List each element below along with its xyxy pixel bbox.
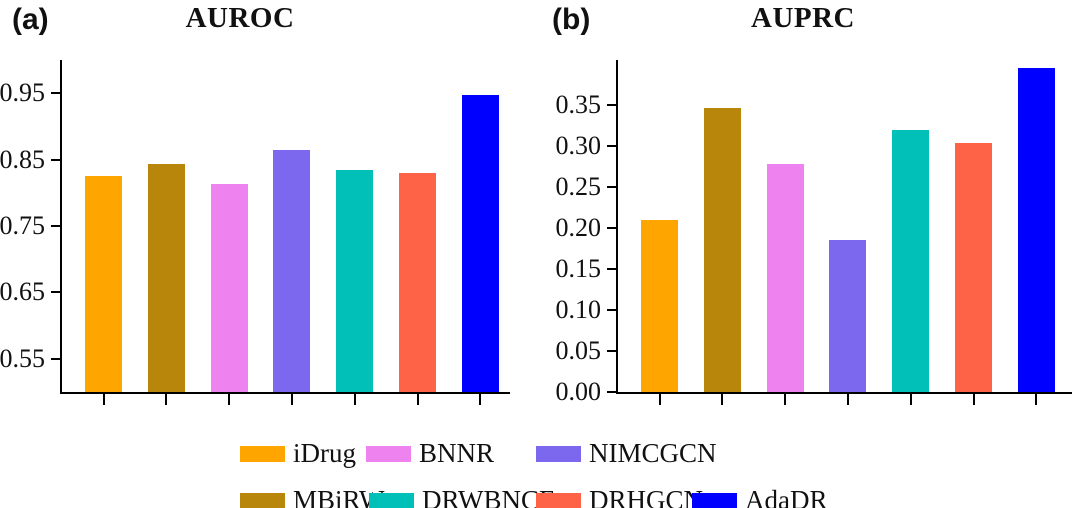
bar-bnnr-auprc xyxy=(766,164,804,392)
legend-label-idrug: iDrug xyxy=(293,438,356,468)
legend-item-drwbncf: DRWBNCF xyxy=(369,487,554,508)
panel-b-label: (b) xyxy=(552,3,591,36)
x-tick-auroc xyxy=(353,394,356,405)
y-tick-auprc xyxy=(607,145,616,148)
legend-label-drwbncf: DRWBNCF xyxy=(422,485,555,508)
legend-item-mbirw: MBiRW xyxy=(240,487,385,508)
legend-item-nimcgcn: NIMCGCN xyxy=(536,440,717,467)
legend-label-bnnr: BNNR xyxy=(419,438,495,468)
legend-label-mbirw: MBiRW xyxy=(293,485,385,508)
y-tick-label-auprc: 0.30 xyxy=(555,131,602,161)
chart-title-auroc: AUROC xyxy=(185,2,295,34)
x-tick-auprc xyxy=(721,394,724,405)
x-axis-spine-auprc xyxy=(616,392,1072,394)
x-tick-auroc xyxy=(479,394,482,405)
y-tick-label-auroc: 0.55 xyxy=(0,343,45,373)
bar-nimcgcn-auprc xyxy=(829,239,867,392)
y-tick-auprc xyxy=(607,227,616,230)
x-tick-auprc xyxy=(972,394,975,405)
x-tick-auroc xyxy=(102,394,105,405)
legend-label-drhgcn: DRHGCN xyxy=(589,485,704,508)
x-tick-auroc xyxy=(165,394,168,405)
y-axis-spine-auprc xyxy=(616,60,618,394)
y-tick-auroc xyxy=(51,291,60,294)
y-tick-label-auprc: 0.20 xyxy=(555,213,602,243)
y-tick-auprc xyxy=(607,186,616,189)
bar-drwbncf-auroc xyxy=(336,170,374,392)
legend-item-idrug: iDrug xyxy=(240,440,356,467)
y-tick-auprc xyxy=(607,391,616,393)
y-tick-label-auroc: 0.85 xyxy=(0,144,45,174)
panel-a-label: (a) xyxy=(12,3,49,36)
x-tick-auroc xyxy=(290,394,293,405)
x-tick-auroc xyxy=(228,394,231,405)
y-tick-label-auprc: 0.05 xyxy=(555,336,602,365)
y-axis-spine-auroc xyxy=(60,60,62,394)
y-tick-auprc xyxy=(607,268,616,271)
bar-adadr-auprc xyxy=(1017,68,1055,392)
legend-item-drhgcn: DRHGCN xyxy=(536,487,703,508)
y-tick-label-auroc: 0.95 xyxy=(0,78,45,108)
y-tick-auprc xyxy=(607,309,616,312)
legend-swatch-mbirw xyxy=(240,492,285,508)
legend-swatch-bnnr xyxy=(366,445,411,462)
legend-label-nimcgcn: NIMCGCN xyxy=(589,438,717,468)
legend-swatch-drhgcn xyxy=(536,492,581,508)
bar-idrug-auprc xyxy=(641,219,678,392)
bar-drhgcn-auprc xyxy=(955,142,992,392)
legend-swatch-idrug xyxy=(240,445,285,462)
x-tick-auprc xyxy=(1035,394,1038,405)
y-tick-label-auprc: 0.15 xyxy=(555,254,602,284)
y-tick-label-auroc: 0.65 xyxy=(0,277,45,307)
x-tick-auprc xyxy=(784,394,787,405)
x-tick-auprc xyxy=(909,394,912,405)
legend-item-bnnr: BNNR xyxy=(366,440,494,467)
bar-drwbncf-auprc xyxy=(892,129,930,392)
y-tick-auroc xyxy=(51,158,60,161)
y-tick-auroc xyxy=(51,357,60,360)
legend-swatch-drwbncf xyxy=(369,492,414,508)
chart-title-auprc: AUPRC xyxy=(751,2,855,34)
bar-mbirw-auroc xyxy=(147,164,185,392)
y-tick-auprc xyxy=(607,350,616,352)
legend-swatch-adadr xyxy=(692,492,737,508)
legend-label-adadr: AdaDR xyxy=(745,485,828,508)
x-tick-auroc xyxy=(416,394,419,405)
x-tick-auprc xyxy=(846,394,849,405)
bar-nimcgcn-auroc xyxy=(273,150,311,392)
bar-idrug-auroc xyxy=(85,175,122,392)
y-tick-auprc xyxy=(607,104,616,107)
legend-swatch-nimcgcn xyxy=(536,445,581,462)
bar-adadr-auroc xyxy=(461,94,499,392)
y-tick-label-auprc: 0.35 xyxy=(555,90,602,120)
y-tick-auroc xyxy=(51,92,60,95)
bar-mbirw-auprc xyxy=(703,108,741,392)
x-tick-auprc xyxy=(658,394,661,405)
y-tick-label-auroc: 0.75 xyxy=(0,211,45,240)
legend-item-adadr: AdaDR xyxy=(692,487,828,508)
bar-drhgcn-auroc xyxy=(399,172,436,392)
y-tick-label-auprc: 0.25 xyxy=(555,172,602,202)
y-tick-label-auprc: 0.10 xyxy=(555,295,602,325)
bar-bnnr-auroc xyxy=(210,183,248,392)
y-tick-auroc xyxy=(51,225,60,227)
x-axis-spine-auroc xyxy=(60,392,510,394)
y-tick-label-auprc: 0.00 xyxy=(555,377,602,406)
